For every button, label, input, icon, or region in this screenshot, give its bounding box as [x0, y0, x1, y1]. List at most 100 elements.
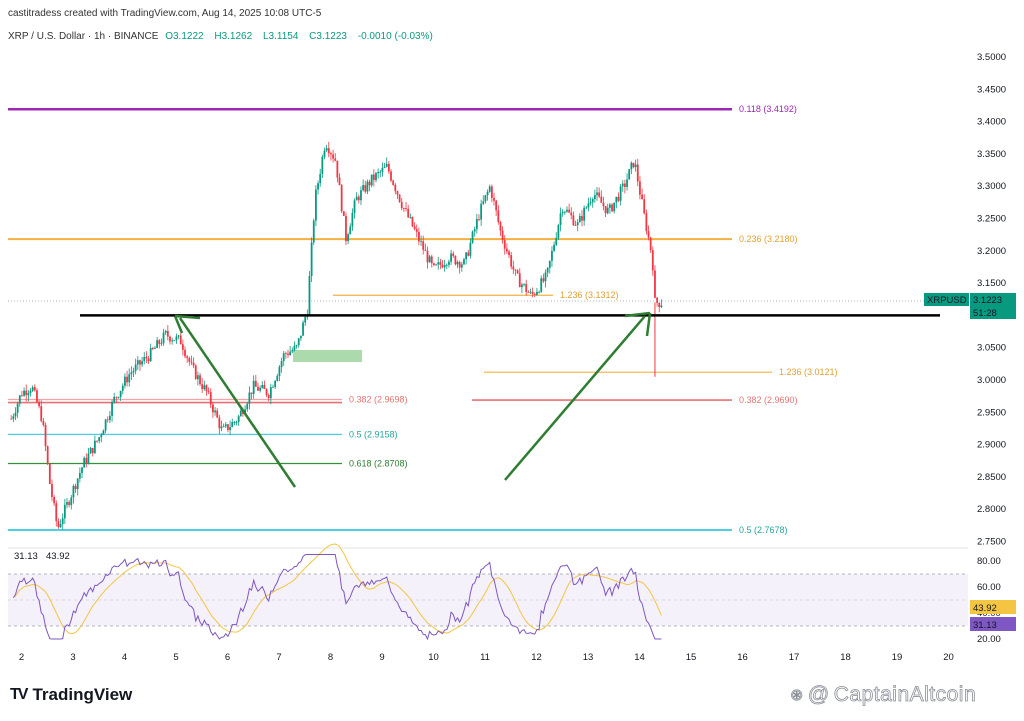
ohlc-high-value: 3.1262 [221, 31, 253, 42]
candle-body [81, 467, 83, 474]
candle-body [31, 387, 34, 391]
candle-body [141, 361, 143, 365]
candle-body [46, 446, 49, 464]
fib-0618-label: 0.618 (2.8708) [349, 458, 408, 468]
rsi-line [12, 554, 662, 641]
price-axis-label: 3.1500 [977, 278, 1006, 289]
symbol-info-line[interactable]: XRP / U.S. Dollar · 1h · BINANCE O3.1222… [8, 31, 437, 42]
candle-body [51, 483, 53, 497]
candle-body [606, 207, 609, 214]
candle-body [222, 426, 225, 428]
price-axis-label: 2.8500 [977, 472, 1006, 483]
candle-body [362, 185, 365, 191]
candle-body [194, 365, 197, 380]
candle-body [559, 213, 562, 226]
candle-body [68, 502, 71, 506]
candle-body [615, 196, 618, 203]
candle-body [604, 206, 607, 214]
candle-body [394, 184, 397, 192]
candle-body [568, 209, 571, 213]
price-chart[interactable]: 3.5000 3.4500 3.4000 3.3500 3.3000 3.2500 3.20… [0, 0, 1024, 680]
candle-body [407, 208, 410, 218]
candle-body [574, 225, 577, 226]
candle-body [428, 256, 431, 263]
candle-body [538, 291, 540, 293]
time-axis-label: 8 [328, 652, 333, 663]
price-axis-label: 2.7500 [977, 537, 1006, 548]
candle-body [323, 150, 326, 157]
time-axis-label: 13 [583, 652, 594, 663]
candle-body [593, 195, 596, 200]
candle-body [467, 252, 470, 256]
candle-body [184, 349, 186, 357]
arrow-left-head-a [174, 314, 201, 320]
candle-body [636, 164, 639, 182]
candle-body [398, 194, 401, 202]
price-axis-label: 2.8000 [977, 504, 1006, 515]
watermark-icon: ⊛ [790, 687, 804, 705]
candle-body [299, 335, 302, 339]
price-axis-label: 3.2500 [977, 214, 1006, 225]
candle-body [18, 395, 21, 404]
candle-body [484, 195, 487, 202]
symbol-title[interactable]: XRP / U.S. Dollar · 1h · BINANCE [8, 31, 159, 42]
candle-body [254, 380, 257, 387]
candle-body [57, 521, 60, 527]
candle-body [102, 430, 105, 435]
candle-body [119, 390, 122, 398]
candle-body [377, 171, 380, 174]
time-axis-label: 3 [70, 652, 75, 663]
candle-body [413, 226, 416, 230]
candle-body [435, 264, 437, 266]
fib-05-b-label: 0.5 (2.7678) [739, 525, 788, 535]
arrow-right-head-b [645, 312, 652, 337]
candle-body [173, 340, 176, 342]
candle-body [463, 259, 465, 265]
time-axis-label: 4 [122, 652, 127, 663]
rsi-ma-line [13, 543, 662, 635]
candle-body [115, 396, 118, 398]
candle-body [192, 362, 195, 366]
candle-body [347, 234, 349, 242]
ohlc-low-value: 3.1154 [268, 31, 299, 42]
candle-body [338, 177, 341, 186]
candle-body [227, 424, 229, 430]
candle-body [527, 292, 530, 293]
candle-body [259, 387, 262, 391]
ohlc-close: C3.1223 [309, 31, 347, 42]
candle-body [596, 192, 598, 196]
price-axis-label: 3.2000 [977, 246, 1006, 257]
candle-body [145, 356, 148, 359]
fib-0118-label: 0.118 (3.4192) [739, 104, 797, 114]
candle-body [334, 158, 337, 161]
candle-body [600, 196, 603, 203]
candle-body [340, 185, 343, 212]
candle-body [570, 212, 573, 216]
candle-body [514, 269, 517, 271]
candle-body [585, 207, 588, 209]
candle-body [602, 202, 605, 207]
candle-body [93, 440, 96, 454]
candle-body [218, 417, 221, 429]
candle-body [624, 183, 626, 187]
time-axis-label: 17 [789, 652, 800, 663]
candle-body [634, 164, 637, 168]
price-axis-label: 3.0000 [977, 375, 1006, 386]
candle-body [248, 392, 251, 404]
candle-body [111, 401, 113, 416]
candle-body [611, 204, 613, 212]
candle-body [375, 173, 377, 181]
candle-body [199, 375, 201, 385]
candle-body [418, 231, 420, 242]
candle-body [456, 262, 459, 265]
tradingview-logo-icon: TV [10, 686, 29, 703]
candle-body [523, 283, 525, 285]
time-axis-label: 6 [225, 652, 230, 663]
candle-body [205, 385, 208, 392]
candle-body [147, 358, 150, 361]
candle-body [186, 356, 189, 359]
candle-body [196, 375, 199, 380]
candle-body [433, 263, 435, 265]
candle-body [36, 390, 38, 403]
candle-body [578, 216, 581, 223]
